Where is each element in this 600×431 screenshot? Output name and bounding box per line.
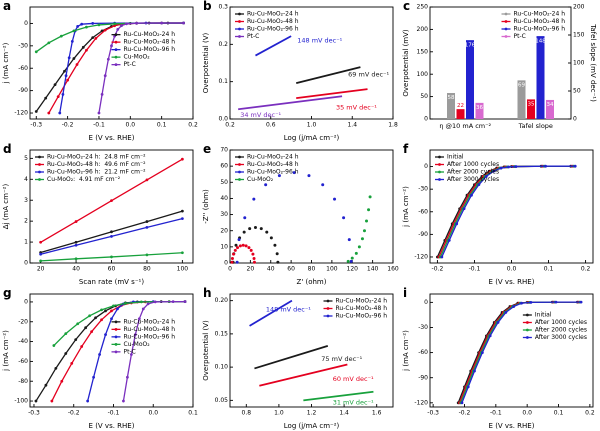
panel-f-label: f [403,143,409,156]
panel-d-label: d [3,143,12,156]
chart-i-stability-canvas [400,287,600,431]
panel-c-label: c [403,0,411,13]
chart-d-cdl-canvas [0,143,200,287]
chart-b-tafel-canvas [200,0,400,143]
panel-b-label: b [203,0,212,13]
panel-g: g [0,287,200,431]
panel-e: e [200,143,400,287]
panel-h: h [200,287,400,431]
panel-a-label: a [3,0,12,13]
panel-h-label: h [203,287,212,300]
panel-f: f [400,143,600,287]
panel-e-label: e [203,143,212,156]
panel-g-label: g [3,287,12,300]
chart-e-nyquist-canvas [200,143,400,287]
panel-b: b [200,0,400,143]
panel-d: d [0,143,200,287]
chart-c-bar-canvas [400,0,600,143]
panel-i: i [400,287,600,431]
chart-a-lsv-canvas [0,0,200,143]
chart-g-lsv-canvas [0,287,200,431]
panel-i-label: i [403,287,408,300]
panel-a: a [0,0,200,143]
chart-h-tafel-canvas [200,287,400,431]
chart-f-stability-canvas [400,143,600,287]
panel-c: c [400,0,600,143]
